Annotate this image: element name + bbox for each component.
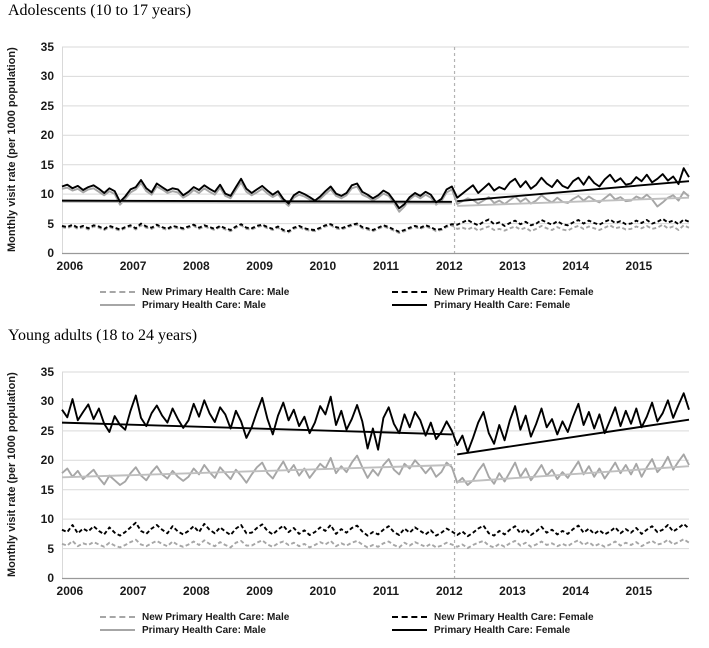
y-tick-label: 30 — [40, 69, 54, 84]
legend-label: Primary Health Care: Male — [142, 624, 266, 636]
panel-adolescents: Adolescents (10 to 17 years) Monthly vis… — [6, 2, 690, 311]
solid-line-marker-icon — [100, 304, 135, 306]
series-line-phc-female — [61, 392, 690, 453]
legend-young-adults: New Primary Health Care: Male New Primary… — [100, 611, 594, 636]
legend-item: Primary Health Care: Male — [100, 624, 392, 636]
solid-line-marker-icon — [100, 629, 135, 631]
trend-line-phc-male — [61, 200, 452, 205]
trend-line-phc-female — [61, 421, 452, 436]
x-tick-label: 2006 — [56, 584, 84, 598]
x-tick-label: 2010 — [309, 259, 337, 273]
x-tick-label: 2013 — [499, 584, 526, 598]
panel-young-adults: Young adults (18 to 24 years) Monthly vi… — [0, 325, 709, 648]
legend-item: Primary Health Care: Male — [100, 299, 392, 311]
x-tick-label: 2012 — [435, 584, 463, 598]
trend-line-phc-male — [457, 196, 690, 207]
y-axis-ticks: 0 5 10 15 20 25 30 35 — [16, 40, 56, 260]
legend-label: Primary Health Care: Male — [142, 299, 266, 311]
x-tick-label: 2007 — [119, 259, 147, 273]
y-tick-label: 35 — [40, 40, 54, 54]
series-line-phc-male — [61, 453, 690, 486]
y-axis-ticks: 0 5 10 15 20 25 30 35 — [16, 365, 56, 585]
x-axis-ticks: 2006 2007 2008 2009 2010 2011 2012 2013 2014 2015 — [57, 259, 689, 275]
legend-label: Primary Health Care: Female — [434, 624, 571, 636]
y-tick-label: 0 — [47, 571, 54, 585]
y-tick-label: 5 — [47, 541, 54, 556]
solid-line-marker-icon — [392, 304, 427, 306]
legend-item: Primary Health Care: Female — [392, 624, 594, 636]
x-tick-label: 2007 — [119, 584, 147, 598]
x-tick-label: 2006 — [56, 259, 84, 273]
trend-line-phc-female — [457, 418, 690, 456]
trend-line-phc-male — [61, 464, 452, 479]
series-line-phc-female — [61, 167, 690, 210]
dashed-line-marker-icon — [392, 291, 427, 293]
series-line-new-phc-male — [61, 538, 690, 549]
legend-item: Primary Health Care: Female — [392, 299, 594, 311]
series-line-new-phc-female — [61, 521, 690, 538]
x-tick-label: 2009 — [246, 259, 273, 273]
x-tick-label: 2009 — [246, 584, 273, 598]
legend-adolescents: New Primary Health Care: Male New Primary… — [100, 286, 594, 311]
x-tick-label: 2014 — [562, 584, 590, 598]
legend-item: New Primary Health Care: Male — [100, 611, 392, 623]
trend-line-phc-female — [457, 180, 690, 203]
dashed-line-marker-icon — [392, 616, 427, 618]
x-axis-ticks: 2006 2007 2008 2009 2010 2011 2012 2013 2014 2015 — [57, 584, 689, 600]
legend-item: New Primary Health Care: Female — [392, 286, 594, 298]
x-tick-label: 2011 — [372, 584, 400, 598]
legend-label: New Primary Health Care: Female — [434, 611, 594, 623]
plot-area-young-adults — [61, 371, 690, 580]
y-tick-label: 10 — [40, 187, 54, 202]
y-tick-label: 20 — [40, 453, 54, 468]
x-tick-label: 2010 — [309, 584, 337, 598]
x-tick-label: 2011 — [372, 259, 400, 273]
y-tick-label: 15 — [40, 482, 54, 497]
y-tick-label: 30 — [40, 394, 54, 409]
series-line-new-phc-female — [61, 217, 690, 233]
chart-title-young-adults: Young adults (18 to 24 years) — [8, 327, 198, 344]
x-tick-label: 2014 — [562, 259, 590, 273]
x-tick-label: 2013 — [499, 259, 526, 273]
series-line-phc-male — [61, 181, 690, 213]
x-tick-label: 2008 — [183, 584, 210, 598]
y-tick-label: 0 — [47, 246, 54, 260]
y-tick-label: 10 — [40, 512, 54, 527]
chart-title-adolescents: Adolescents (10 to 17 years) — [8, 2, 192, 19]
x-tick-label: 2012 — [435, 259, 463, 273]
legend-label: New Primary Health Care: Female — [434, 286, 594, 298]
legend-label: Primary Health Care: Female — [434, 299, 571, 311]
x-tick-label: 2015 — [625, 259, 653, 273]
legend-item: New Primary Health Care: Male — [100, 286, 392, 298]
y-tick-label: 25 — [40, 98, 54, 113]
dashed-line-marker-icon — [100, 616, 135, 618]
x-tick-label: 2015 — [625, 584, 653, 598]
plot-area-adolescents — [61, 46, 690, 255]
legend-item: New Primary Health Care: Female — [392, 611, 594, 623]
x-tick-label: 2008 — [183, 259, 210, 273]
dashed-line-marker-icon — [100, 291, 135, 293]
legend-label: New Primary Health Care: Male — [142, 286, 290, 298]
y-tick-label: 15 — [40, 157, 54, 172]
y-tick-label: 5 — [47, 216, 54, 231]
y-tick-label: 35 — [40, 365, 54, 379]
series-line-new-phc-male — [61, 223, 690, 234]
legend-label: New Primary Health Care: Male — [142, 611, 290, 623]
trend-line-phc-female — [61, 199, 452, 203]
y-tick-label: 25 — [40, 423, 54, 438]
y-tick-label: 20 — [40, 128, 54, 143]
solid-line-marker-icon — [392, 629, 427, 631]
trend-line-phc-male — [457, 465, 690, 484]
